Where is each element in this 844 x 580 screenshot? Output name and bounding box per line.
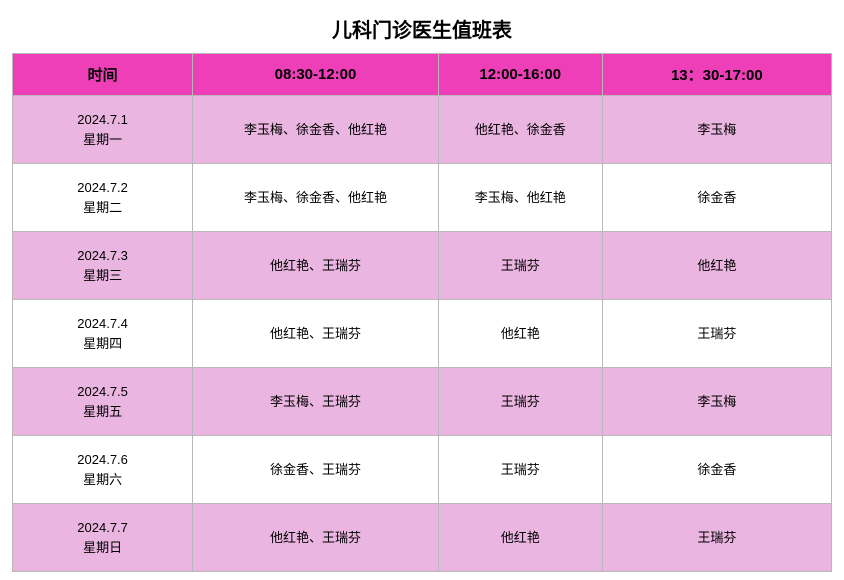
weekday-value: 星期一 [17, 130, 188, 150]
date-cell: 2024.7.2星期二 [13, 164, 193, 232]
weekday-value: 星期四 [17, 334, 188, 354]
shift-cell: 李玉梅、徐金香、他红艳 [193, 164, 439, 232]
table-row: 2024.7.5星期五李玉梅、王瑞芬王瑞芬李玉梅 [13, 368, 832, 436]
date-value: 2024.7.3 [17, 246, 188, 266]
shift-cell: 李玉梅、王瑞芬 [193, 368, 439, 436]
shift-cell: 李玉梅 [602, 368, 831, 436]
shift-cell: 王瑞芬 [602, 504, 831, 572]
date-value: 2024.7.5 [17, 382, 188, 402]
shift-cell: 徐金香 [602, 436, 831, 504]
weekday-value: 星期五 [17, 402, 188, 422]
weekday-value: 星期日 [17, 538, 188, 558]
date-cell: 2024.7.3星期三 [13, 232, 193, 300]
date-cell: 2024.7.1星期一 [13, 96, 193, 164]
table-row: 2024.7.1星期一李玉梅、徐金香、他红艳他红艳、徐金香李玉梅 [13, 96, 832, 164]
shift-cell: 王瑞芬 [602, 300, 831, 368]
shift-cell: 王瑞芬 [438, 436, 602, 504]
shift-cell: 他红艳、王瑞芬 [193, 232, 439, 300]
date-value: 2024.7.1 [17, 110, 188, 130]
table-row: 2024.7.4星期四他红艳、王瑞芬他红艳王瑞芬 [13, 300, 832, 368]
date-cell: 2024.7.5星期五 [13, 368, 193, 436]
weekday-value: 星期六 [17, 470, 188, 490]
shift-cell: 他红艳 [438, 300, 602, 368]
date-cell: 2024.7.6星期六 [13, 436, 193, 504]
table-row: 2024.7.3星期三他红艳、王瑞芬王瑞芬他红艳 [13, 232, 832, 300]
shift-cell: 李玉梅 [602, 96, 831, 164]
col-header-shift3: 13：30-17:00 [602, 54, 831, 96]
shift-cell: 李玉梅、徐金香、他红艳 [193, 96, 439, 164]
shift-cell: 徐金香、王瑞芬 [193, 436, 439, 504]
shift-cell: 李玉梅、他红艳 [438, 164, 602, 232]
table-row: 2024.7.7星期日他红艳、王瑞芬他红艳王瑞芬 [13, 504, 832, 572]
weekday-value: 星期三 [17, 266, 188, 286]
page-title: 儿科门诊医生值班表 [12, 8, 832, 53]
shift-cell: 他红艳、徐金香 [438, 96, 602, 164]
table-header-row: 时间 08:30-12:00 12:00-16:00 13：30-17:00 [13, 54, 832, 96]
shift-cell: 他红艳、王瑞芬 [193, 300, 439, 368]
col-header-shift1: 08:30-12:00 [193, 54, 439, 96]
schedule-table: 时间 08:30-12:00 12:00-16:00 13：30-17:00 2… [12, 53, 832, 572]
weekday-value: 星期二 [17, 198, 188, 218]
shift-cell: 他红艳、王瑞芬 [193, 504, 439, 572]
shift-cell: 徐金香 [602, 164, 831, 232]
col-header-time: 时间 [13, 54, 193, 96]
date-value: 2024.7.7 [17, 518, 188, 538]
date-value: 2024.7.4 [17, 314, 188, 334]
date-cell: 2024.7.4星期四 [13, 300, 193, 368]
shift-cell: 王瑞芬 [438, 232, 602, 300]
date-value: 2024.7.6 [17, 450, 188, 470]
table-row: 2024.7.6星期六徐金香、王瑞芬王瑞芬徐金香 [13, 436, 832, 504]
shift-cell: 他红艳 [438, 504, 602, 572]
table-row: 2024.7.2星期二李玉梅、徐金香、他红艳李玉梅、他红艳徐金香 [13, 164, 832, 232]
col-header-shift2: 12:00-16:00 [438, 54, 602, 96]
shift-cell: 他红艳 [602, 232, 831, 300]
date-cell: 2024.7.7星期日 [13, 504, 193, 572]
date-value: 2024.7.2 [17, 178, 188, 198]
shift-cell: 王瑞芬 [438, 368, 602, 436]
